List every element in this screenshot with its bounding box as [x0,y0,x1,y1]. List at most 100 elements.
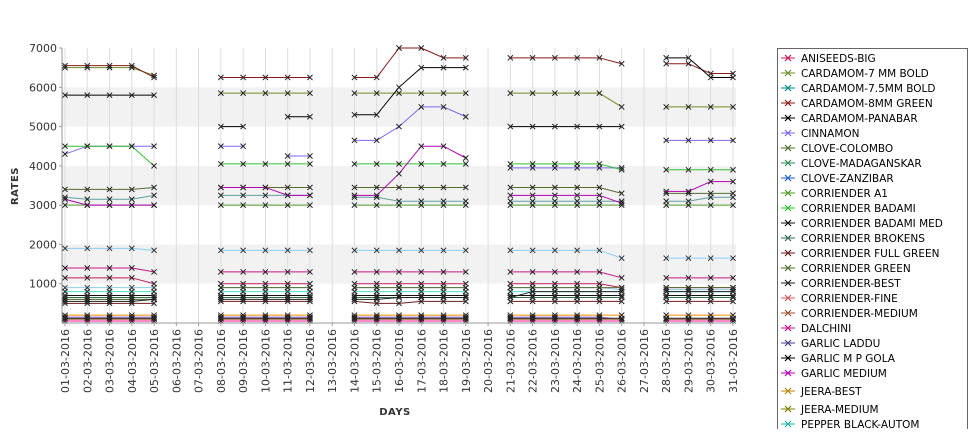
data-point-marker [351,184,358,191]
data-point-marker [529,160,536,167]
data-point-marker [551,202,558,209]
legend-marker [784,54,792,62]
data-point-marker [574,90,581,97]
data-point-marker [529,202,536,209]
data-point-marker [507,184,514,191]
data-point-marker [128,315,135,322]
data-point-marker [440,294,447,301]
data-point-marker [128,245,135,252]
data-point-marker [574,123,581,130]
data-point-marker [618,190,625,197]
data-point-marker [62,298,68,305]
x-tick-label: 27-03-2016 [638,329,651,393]
data-point-marker [240,284,247,291]
data-point-marker [351,74,358,81]
data-point-marker [240,268,247,275]
legend-box [777,48,968,433]
legend-marker [784,354,792,362]
data-point-marker [663,255,670,262]
data-point-marker [507,123,514,130]
data-point-marker [351,315,358,322]
legend-item: ANISEEDS-BIG [781,53,876,65]
data-point-marker [284,202,291,209]
legend-label: CORRIENDER-FINE [801,293,898,305]
data-point-marker [306,184,313,191]
y-tick-label: 2000 [29,238,57,251]
data-point-marker [128,92,135,99]
y-tick-label: 4000 [29,160,57,173]
data-point-marker [84,196,91,203]
data-point-marker [240,123,247,130]
data-point-marker [284,160,291,167]
data-point-marker [596,288,603,295]
data-point-marker [418,143,425,150]
legend-item: CORRIENDER-MEDIUM [781,308,918,320]
legend-marker [784,279,792,287]
legend-label: CORRIENDER A1 [801,188,888,200]
data-point-marker [418,90,425,97]
data-point-marker [240,143,247,150]
data-point-marker [106,143,113,150]
data-point-marker [217,123,224,130]
data-point-marker [418,202,425,209]
data-point-marker [128,202,135,209]
data-point-marker [418,294,425,301]
data-point-marker [685,274,692,281]
data-point-marker [84,143,91,150]
x-tick-label: 06-03-2016 [170,329,183,393]
data-point-marker [306,160,313,167]
x-tick-label: 11-03-2016 [282,329,295,393]
data-point-marker [618,103,625,110]
y-tick-label: 7000 [29,42,57,55]
data-point-marker [730,274,736,281]
data-point-marker [596,315,603,322]
data-point-marker [84,274,91,281]
data-point-marker [128,298,135,305]
legend-label: CARDAMOM-7 MM BOLD [801,68,929,80]
data-point-marker [663,54,670,61]
data-point-marker [396,202,402,209]
data-point-marker [507,160,514,167]
data-point-marker [217,192,224,199]
legend-marker [784,69,792,77]
series-line [510,283,622,289]
legend-label: GARLIC LADDU [801,338,880,350]
data-point-marker [663,274,670,281]
legend-item: CORRIENDER BROKENS [781,233,925,245]
series-layer [62,45,736,307]
data-point-marker [730,190,736,197]
data-point-marker [596,184,603,191]
data-point-marker [618,298,625,305]
data-point-marker [462,64,469,71]
data-point-marker [618,274,625,281]
legend-item: CORRIENDER A1 [781,188,888,200]
data-point-marker [240,247,247,254]
data-point-marker [106,186,113,193]
series-18 [62,265,736,281]
data-point-marker [685,202,692,209]
data-point-marker [663,315,670,322]
data-point-marker [574,202,581,209]
series-line [354,300,466,304]
data-point-marker [128,265,135,271]
data-point-marker [128,196,135,203]
data-point-marker [730,202,736,209]
data-point-marker [596,247,603,254]
data-point-marker [262,90,269,97]
series-10 [62,143,736,173]
data-point-marker [284,296,291,303]
x-tick-label: 04-03-2016 [126,329,139,393]
legend-item: CLOVE-MADAGANSKAR [781,158,922,170]
data-point-marker [440,315,447,322]
data-point-marker [618,60,625,67]
legend-label: CINNAMON [801,128,860,140]
legend-item: CARDAMOM-7.5MM BOLD [781,83,935,95]
data-point-marker [574,160,581,167]
data-point-marker [217,247,224,254]
data-point-marker [262,296,269,303]
data-point-marker [596,54,603,61]
series-line [666,63,733,75]
data-point-marker [618,166,625,173]
data-point-marker [618,200,625,207]
